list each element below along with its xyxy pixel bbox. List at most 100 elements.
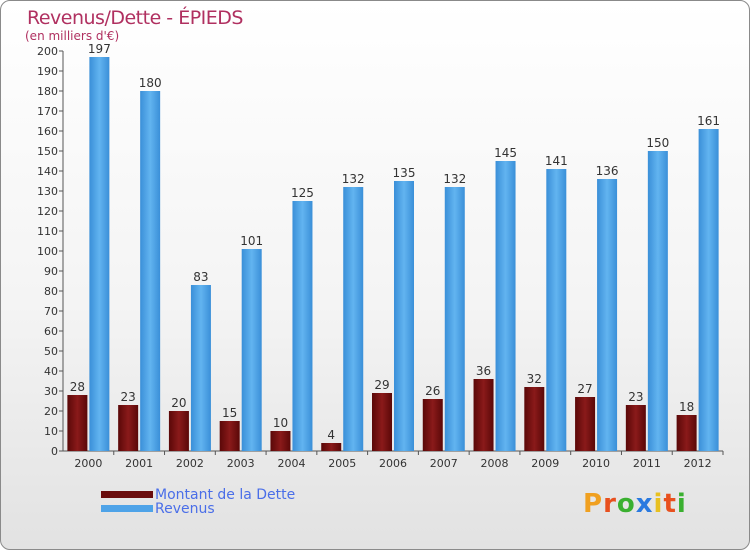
y-tick-label: 90: [44, 265, 58, 278]
y-tick-label: 160: [37, 125, 58, 138]
x-tick-label: 2003: [227, 457, 255, 470]
data-label-dette: 27: [577, 382, 592, 396]
logo-letter: i: [676, 489, 687, 519]
bar-revenus: [444, 187, 465, 451]
x-tick-label: 2010: [582, 457, 610, 470]
y-tick-label: 120: [37, 205, 58, 218]
data-label-revenus: 132: [443, 172, 466, 186]
bar-revenus: [647, 151, 668, 451]
data-label-dette: 32: [527, 372, 542, 386]
y-tick-label: 80: [44, 285, 58, 298]
bar-dette: [473, 379, 494, 451]
x-tick-label: 2005: [328, 457, 356, 470]
logo-letter: t: [663, 489, 677, 519]
data-label-dette: 28: [70, 380, 85, 394]
bar-revenus: [343, 187, 364, 451]
bar-revenus: [698, 129, 719, 451]
y-tick-label: 150: [37, 145, 58, 158]
bar-dette: [575, 397, 596, 451]
logo-letter: o: [616, 489, 636, 519]
bars: [67, 57, 719, 451]
y-tick-label: 110: [37, 225, 58, 238]
x-tick-label: 2008: [481, 457, 509, 470]
data-label-revenus: 145: [494, 146, 517, 160]
bar-revenus: [546, 169, 567, 451]
y-tick-label: 60: [44, 325, 58, 338]
bar-revenus: [292, 201, 313, 451]
data-label-revenus: 136: [596, 164, 619, 178]
data-label-revenus: 180: [139, 76, 162, 90]
data-label-dette: 29: [374, 378, 389, 392]
logo-letter: i: [653, 489, 664, 519]
bar-dette: [422, 399, 443, 451]
bar-dette: [372, 393, 392, 451]
x-tick-label: 2000: [74, 457, 102, 470]
bar-dette: [270, 431, 291, 451]
bar-revenus: [140, 91, 161, 451]
bar-revenus: [394, 181, 414, 451]
y-tick-label: 40: [44, 365, 58, 378]
y-tick-label: 50: [44, 345, 58, 358]
y-tick-label: 10: [44, 425, 58, 438]
chart-subtitle: (en milliers d'€): [25, 29, 120, 43]
data-label-dette: 20: [171, 396, 186, 410]
data-label-revenus: 125: [291, 186, 314, 200]
bar-dette: [168, 411, 189, 451]
data-label-revenus: 132: [342, 172, 365, 186]
x-tick-label: 2006: [379, 457, 407, 470]
bar-dette: [67, 395, 88, 451]
x-tick-label: 2011: [633, 457, 661, 470]
data-label-revenus: 150: [646, 136, 669, 150]
data-label-revenus: 161: [697, 114, 720, 128]
y-tick-label: 170: [37, 105, 58, 118]
y-tick-label: 70: [44, 305, 58, 318]
y-tick-label: 200: [37, 45, 58, 58]
legend-label-dette: Montant de la Dette: [155, 487, 296, 503]
proxiti-logo: Proxiti: [583, 489, 687, 519]
logo-letter: P: [583, 489, 604, 519]
bar-dette: [524, 387, 545, 451]
data-label-revenus: 141: [545, 154, 568, 168]
y-tick-label: 30: [44, 385, 58, 398]
data-label-revenus: 197: [88, 42, 111, 56]
data-label-dette: 18: [679, 400, 694, 414]
legend-swatch-revenus: [101, 505, 153, 512]
bar-revenus: [597, 179, 618, 451]
data-label-dette: 23: [628, 390, 643, 404]
x-tick-label: 2012: [684, 457, 712, 470]
y-tick-label: 190: [37, 65, 58, 78]
y-tick-label: 180: [37, 85, 58, 98]
legend-label-revenus: Revenus: [155, 501, 215, 517]
logo-letter: x: [635, 489, 654, 519]
bar-dette: [219, 421, 240, 451]
y-tick-label: 0: [51, 445, 58, 458]
data-label-revenus: 101: [240, 234, 263, 248]
y-tick-label: 100: [37, 245, 58, 258]
data-label-revenus: 135: [393, 166, 416, 180]
logo-letter: r: [603, 489, 617, 519]
data-label-dette: 10: [273, 416, 288, 430]
x-tick-label: 2009: [531, 457, 559, 470]
chart-title: Revenus/Dette - ÉPIEDS: [27, 7, 243, 29]
y-tick-label: 20: [44, 405, 58, 418]
x-tick-label: 2007: [430, 457, 458, 470]
data-label-dette: 36: [476, 364, 491, 378]
x-tick-label: 2001: [125, 457, 153, 470]
bar-dette: [676, 415, 697, 451]
bar-revenus: [495, 161, 516, 451]
value-labels: 28 197 23 180 20 83 15 101 10 125 4 132 29 135 26 132 36…: [70, 42, 720, 442]
y-tick-label: 130: [37, 185, 58, 198]
data-label-revenus: 83: [193, 270, 208, 284]
bar-revenus: [89, 57, 110, 451]
x-tick-label: 2004: [277, 457, 305, 470]
bar-dette: [321, 443, 342, 451]
data-label-dette: 23: [121, 390, 136, 404]
bar-dette: [118, 405, 139, 451]
data-label-dette: 15: [222, 406, 237, 420]
data-label-dette: 26: [425, 384, 440, 398]
legend-swatch-dette: [101, 491, 153, 498]
data-label-dette: 4: [327, 428, 335, 442]
y-tick-label: 140: [37, 165, 58, 178]
